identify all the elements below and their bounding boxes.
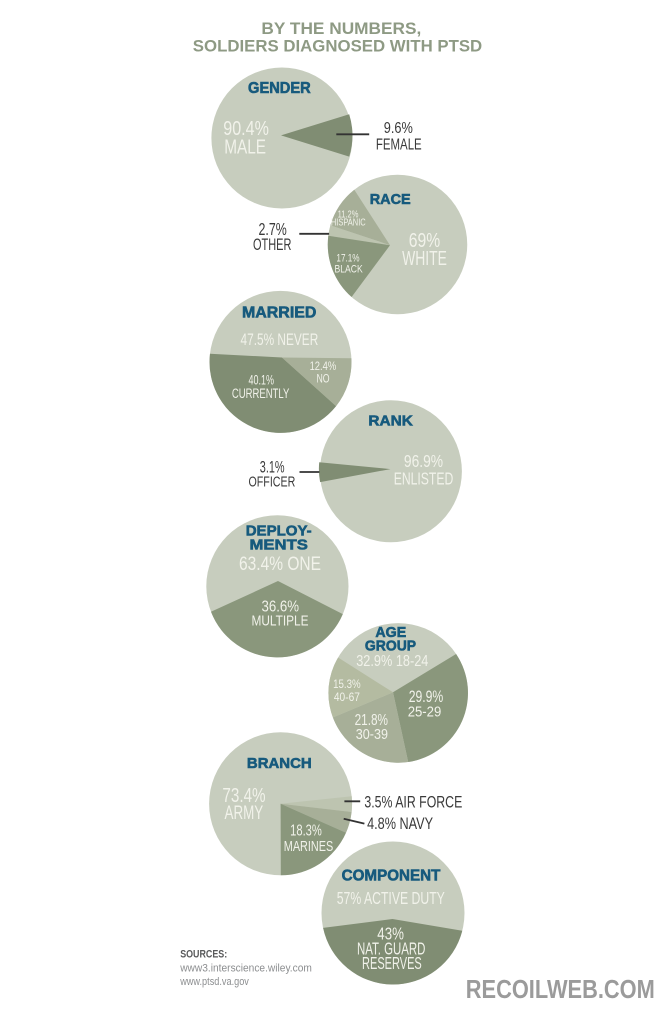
svg-text:3.5% AIR FORCE: 3.5% AIR FORCE <box>364 794 462 812</box>
svg-text:FEMALE: FEMALE <box>376 137 422 154</box>
svg-text:47.5% NEVER: 47.5% NEVER <box>241 330 319 349</box>
svg-text:www.ptsd.va.gov: www.ptsd.va.gov <box>179 976 249 988</box>
svg-text:www3.interscience.wiley.com: www3.interscience.wiley.com <box>179 963 312 975</box>
svg-text:BLACK: BLACK <box>335 264 364 276</box>
svg-text:96.9%: 96.9% <box>404 452 443 471</box>
svg-text:RESERVES: RESERVES <box>362 953 422 973</box>
svg-text:63.4% ONE: 63.4% ONE <box>239 554 321 575</box>
svg-text:MARINES: MARINES <box>284 838 333 855</box>
svg-text:11.2%: 11.2% <box>338 210 359 221</box>
svg-text:29.9%: 29.9% <box>409 687 444 706</box>
svg-text:69%: 69% <box>409 229 440 252</box>
svg-text:30-39: 30-39 <box>356 726 388 743</box>
svg-text:MALE: MALE <box>224 136 266 158</box>
svg-text:GENDER: GENDER <box>248 80 311 97</box>
svg-text:4.8% NAVY: 4.8% NAVY <box>367 815 433 833</box>
svg-text:MULTIPLE: MULTIPLE <box>251 612 308 629</box>
svg-text:9.6%: 9.6% <box>384 120 413 137</box>
svg-text:RANK: RANK <box>368 412 412 429</box>
svg-text:43%: 43% <box>377 924 404 944</box>
svg-text:40-67: 40-67 <box>334 690 360 704</box>
svg-text:NAT. GUARD: NAT. GUARD <box>357 938 426 958</box>
svg-text:21.8%: 21.8% <box>355 712 388 729</box>
svg-text:ARMY: ARMY <box>225 803 264 824</box>
svg-text:MARRIED: MARRIED <box>242 305 316 322</box>
svg-text:32.9% 18-24: 32.9% 18-24 <box>356 653 429 670</box>
svg-text:BY THE NUMBERS,: BY THE NUMBERS, <box>261 19 421 38</box>
svg-text:WHITE: WHITE <box>402 247 447 270</box>
svg-text:ENLISTED: ENLISTED <box>394 470 454 489</box>
svg-text:73.4%: 73.4% <box>222 785 265 807</box>
svg-text:DEPLOY-: DEPLOY- <box>246 522 312 539</box>
svg-text:RECOILWEB.COM: RECOILWEB.COM <box>466 974 655 1004</box>
svg-text:SOLDIERS DIAGNOSED WITH PTSD: SOLDIERS DIAGNOSED WITH PTSD <box>193 37 482 56</box>
svg-text:3.1%: 3.1% <box>260 459 285 477</box>
svg-text:RACE: RACE <box>370 191 411 208</box>
svg-text:2.7%: 2.7% <box>259 219 287 239</box>
svg-text:90.4%: 90.4% <box>223 118 269 140</box>
svg-text:40.1%: 40.1% <box>248 373 274 388</box>
svg-text:MENTS: MENTS <box>250 536 308 553</box>
svg-text:CURRENTLY: CURRENTLY <box>232 386 289 401</box>
svg-text:SOURCES:: SOURCES: <box>180 949 227 961</box>
svg-text:36.6%: 36.6% <box>262 598 300 615</box>
svg-text:15.3%: 15.3% <box>333 677 361 691</box>
svg-text:NO: NO <box>316 374 329 386</box>
svg-text:18.3%: 18.3% <box>290 823 322 840</box>
svg-text:OFFICER: OFFICER <box>249 474 296 491</box>
svg-text:HISPANIC: HISPANIC <box>331 218 366 229</box>
svg-text:COMPONENT: COMPONENT <box>342 868 441 885</box>
svg-text:BRANCH: BRANCH <box>247 755 312 772</box>
svg-text:AGE: AGE <box>375 625 406 641</box>
svg-text:57% ACTIVE DUTY: 57% ACTIVE DUTY <box>337 888 445 908</box>
svg-text:25-29: 25-29 <box>408 704 442 721</box>
svg-text:OTHER: OTHER <box>253 236 291 254</box>
svg-text:GROUP: GROUP <box>365 637 416 654</box>
svg-text:12.4%: 12.4% <box>310 361 337 373</box>
svg-text:17.1%: 17.1% <box>336 253 359 265</box>
